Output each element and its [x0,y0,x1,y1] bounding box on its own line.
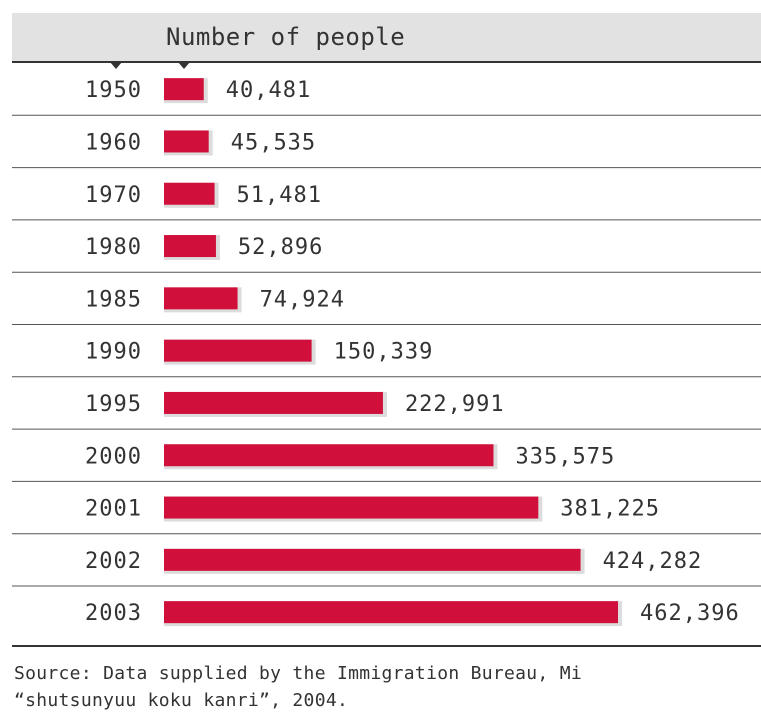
bar [164,130,209,153]
source-note: Source: Data supplied by the Immigration… [14,660,582,714]
value-label: 150,339 [334,340,434,365]
source-line-2: “shutsunyuu koku kanri”, 2004. [14,690,349,711]
value-label: 74,924 [260,287,345,312]
year-label: 1950 [85,78,142,103]
value-label: 424,282 [603,549,703,574]
year-label: 1990 [85,340,142,365]
bar [164,339,312,362]
year-label: 1970 [85,183,142,208]
bar [164,601,618,624]
header-rule [12,61,761,63]
bar [164,444,494,467]
value-label: 462,396 [640,601,740,626]
bar [164,182,215,205]
value-column-marker-icon [178,62,190,69]
year-label: 1980 [85,235,142,260]
year-label: 2003 [85,601,142,626]
value-label: 45,535 [231,130,316,155]
year-label: 1960 [85,130,142,155]
chart-header: Number of people [12,13,761,62]
source-line-1: Source: Data supplied by the Immigration… [14,663,582,684]
value-label: 335,575 [515,444,615,469]
bar [164,235,216,258]
bar [164,78,204,101]
value-label: 52,896 [238,235,323,260]
bar [164,496,539,519]
bar [164,287,238,310]
year-label: 2000 [85,444,142,469]
year-label: 2002 [85,549,142,574]
bar [164,391,383,414]
bottom-rule [12,645,761,647]
year-column-marker-icon [110,62,122,69]
year-label: 1995 [85,392,142,417]
value-label: 51,481 [237,183,322,208]
bar [164,548,581,571]
value-label: 40,481 [226,78,311,103]
value-label: 222,991 [405,392,505,417]
year-label: 2001 [85,497,142,522]
chart-title: Number of people [166,23,406,51]
value-label: 381,225 [560,497,660,522]
year-label: 1985 [85,287,142,312]
